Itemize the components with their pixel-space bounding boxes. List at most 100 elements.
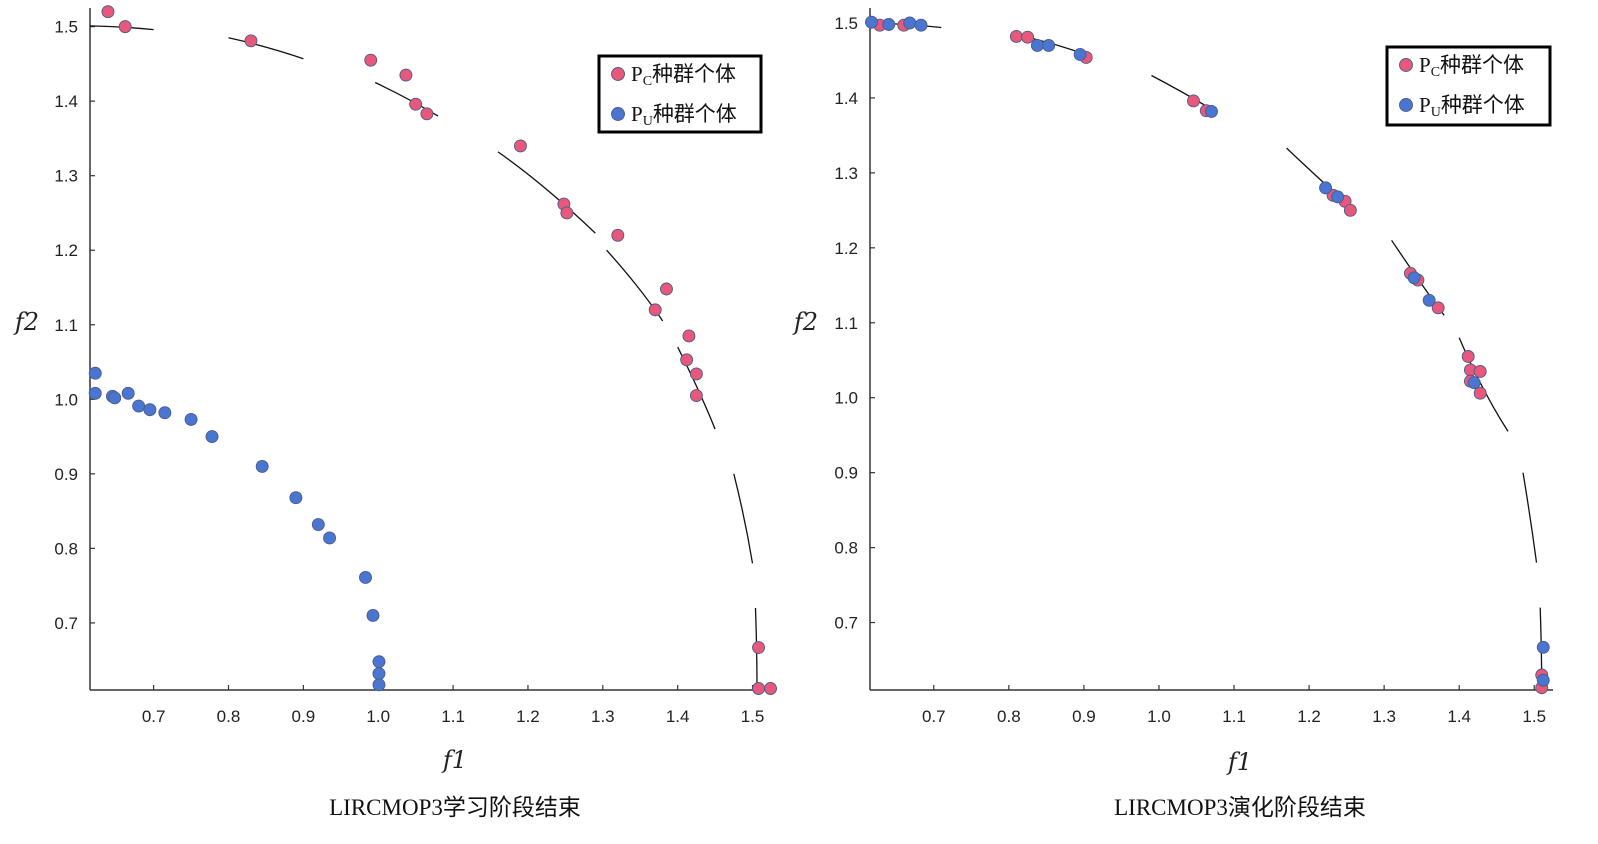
data-point: [882, 18, 896, 31]
data-point: [1343, 203, 1357, 217]
y-axis-title: f2: [13, 308, 39, 336]
x-tick-label: 1.5: [1522, 707, 1546, 726]
data-point: [1021, 30, 1035, 44]
data-point: [364, 53, 378, 67]
data-point: [865, 15, 878, 29]
legend-text: 种群个体: [1440, 53, 1524, 77]
data-point: [118, 20, 132, 34]
data-point: [1467, 376, 1481, 390]
data-point: [184, 412, 198, 426]
x-tick-label: 1.2: [516, 707, 540, 726]
y-tick-label: 0.7: [54, 614, 78, 633]
legend-prefix: P: [631, 102, 643, 126]
chart-caption: LIRCMOP3演化阶段结束: [1114, 795, 1366, 820]
legend-label: PU种群个体: [1419, 93, 1525, 120]
x-tick-label: 1.1: [441, 707, 465, 726]
series-pu-points: [88, 366, 386, 692]
data-point: [311, 518, 325, 531]
x-axis-title: f1: [1226, 748, 1252, 776]
x-tick-label: 1.0: [366, 707, 390, 726]
legend-prefix: P: [631, 62, 643, 86]
data-point: [1030, 39, 1044, 52]
legend-subscript: C: [1431, 65, 1440, 80]
data-point: [108, 391, 122, 405]
legend-label: PC种群个体: [1419, 53, 1524, 80]
data-point: [648, 303, 662, 317]
data-point: [682, 329, 696, 343]
x-tick-label: 1.3: [591, 707, 615, 726]
data-point: [1422, 293, 1436, 307]
y-tick-label: 0.8: [54, 539, 78, 558]
x-tick-label: 0.8: [997, 707, 1021, 726]
y-tick-label: 0.7: [834, 614, 858, 633]
data-point: [101, 5, 115, 19]
data-point: [689, 367, 703, 381]
x-tick-label: 1.0: [1147, 707, 1171, 726]
data-point: [903, 16, 917, 30]
data-point: [1073, 48, 1087, 61]
data-point: [560, 206, 574, 220]
y-tick-label: 1.0: [54, 390, 78, 409]
data-point: [680, 353, 694, 367]
data-point: [289, 491, 303, 505]
data-point: [1461, 350, 1475, 363]
data-point: [372, 678, 386, 692]
x-tick-label: 1.5: [741, 707, 765, 726]
x-tick-label: 0.7: [922, 707, 946, 726]
pareto-front-segment: [228, 37, 304, 60]
pareto-front-segment: [1522, 472, 1538, 563]
y-tick-label: 0.8: [834, 539, 858, 558]
legend-marker: [611, 67, 625, 81]
y-tick-label: 0.9: [54, 465, 78, 484]
data-point: [689, 389, 703, 403]
data-point: [1187, 94, 1200, 108]
y-tick-label: 1.5: [834, 14, 858, 33]
x-tick-label: 1.4: [666, 707, 690, 726]
data-point: [399, 68, 413, 82]
data-point: [1009, 30, 1023, 43]
data-point: [659, 282, 673, 296]
data-point: [409, 97, 423, 111]
data-point: [1331, 190, 1345, 204]
data-point: [366, 609, 380, 622]
pareto-front-segment: [733, 473, 754, 564]
x-tick-label: 0.9: [292, 707, 316, 726]
x-tick-label: 1.4: [1447, 707, 1471, 726]
data-point: [121, 386, 135, 400]
data-point: [1042, 39, 1056, 52]
data-point: [1536, 673, 1550, 687]
data-point: [514, 139, 527, 153]
legend-subscript: C: [643, 74, 652, 89]
legend-marker: [1399, 98, 1413, 112]
y-tick-label: 1.0: [834, 389, 858, 408]
data-point: [1205, 104, 1218, 118]
y-tick-label: 1.4: [54, 92, 78, 111]
chart-panel-evolution: 0.7 0.8 0.9 1.0 1.1 1.2 1.3 1.4 1.5 0.7 0.8 0.9 1.0 1…: [792, 8, 1553, 820]
chart-caption: LIRCMOP3学习阶段结束: [329, 795, 581, 820]
data-point: [143, 403, 157, 417]
legend-prefix: P: [1419, 53, 1431, 77]
legend-prefix: P: [1419, 93, 1431, 117]
series-pc-points: [101, 5, 777, 695]
data-point: [752, 682, 765, 695]
legend-text: 种群个体: [652, 62, 736, 86]
x-tick-label: 1.2: [1297, 707, 1321, 726]
data-point: [1473, 365, 1487, 378]
data-point: [752, 641, 765, 654]
legend-box: [1385, 45, 1552, 127]
y-tick-label: 1.1: [54, 316, 78, 335]
legend-subscript: U: [1431, 105, 1441, 120]
x-tick-label: 0.7: [142, 707, 166, 726]
y-tick-label: 1.4: [834, 89, 858, 108]
y-tick-label: 1.3: [834, 164, 858, 183]
x-tick-label: 0.9: [1072, 707, 1096, 726]
data-point: [372, 667, 386, 681]
legend-text: 种群个体: [1441, 93, 1525, 117]
legend-text: 种群个体: [653, 102, 737, 126]
data-point: [1407, 271, 1421, 285]
data-point: [88, 386, 102, 400]
data-point: [372, 655, 386, 669]
